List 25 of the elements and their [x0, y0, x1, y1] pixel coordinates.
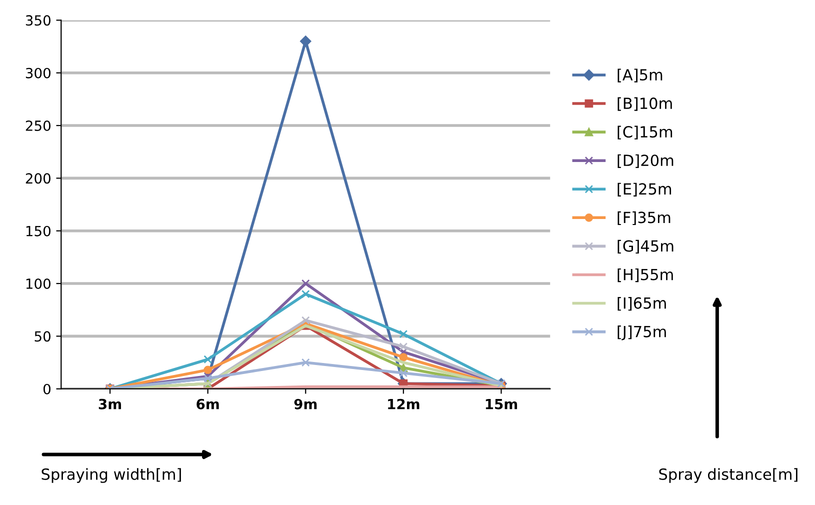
legend-label: [H]55m — [618, 268, 673, 282]
x-tick-label: 6m — [196, 398, 219, 410]
y-tick-label: 250 — [26, 120, 50, 132]
x-tick-label: 12m — [388, 398, 420, 410]
y-tick-label: 150 — [26, 226, 50, 236]
legend-label: [I]65m — [618, 297, 666, 311]
legend-label: [J]75m — [618, 326, 666, 340]
legend-label: [G]45m — [618, 240, 674, 254]
y-tick-label: 0 — [43, 384, 50, 394]
y-tick-label: 100 — [26, 278, 50, 289]
legend-label: [C]15m — [618, 126, 672, 140]
text: Spraying width[m] — [42, 468, 181, 483]
y-tick-label: 50 — [34, 331, 50, 342]
legend-label: [F]35m — [618, 211, 670, 226]
x-tick-label: 15m — [486, 399, 518, 410]
legend-label: [A]5m — [618, 68, 662, 82]
y-tick-label: 300 — [26, 68, 50, 78]
y-tick-label: 200 — [26, 173, 50, 184]
y-tick-label: 350 — [26, 15, 50, 26]
legend-label: [E]25m — [618, 182, 672, 196]
x-tick-label: 3m — [98, 398, 121, 410]
x-tick-label: 9m — [294, 398, 317, 410]
legend-label: [B]10m — [618, 97, 672, 111]
text: Spray distance[m] — [659, 468, 798, 483]
legend-label: [D]20m — [618, 154, 674, 168]
